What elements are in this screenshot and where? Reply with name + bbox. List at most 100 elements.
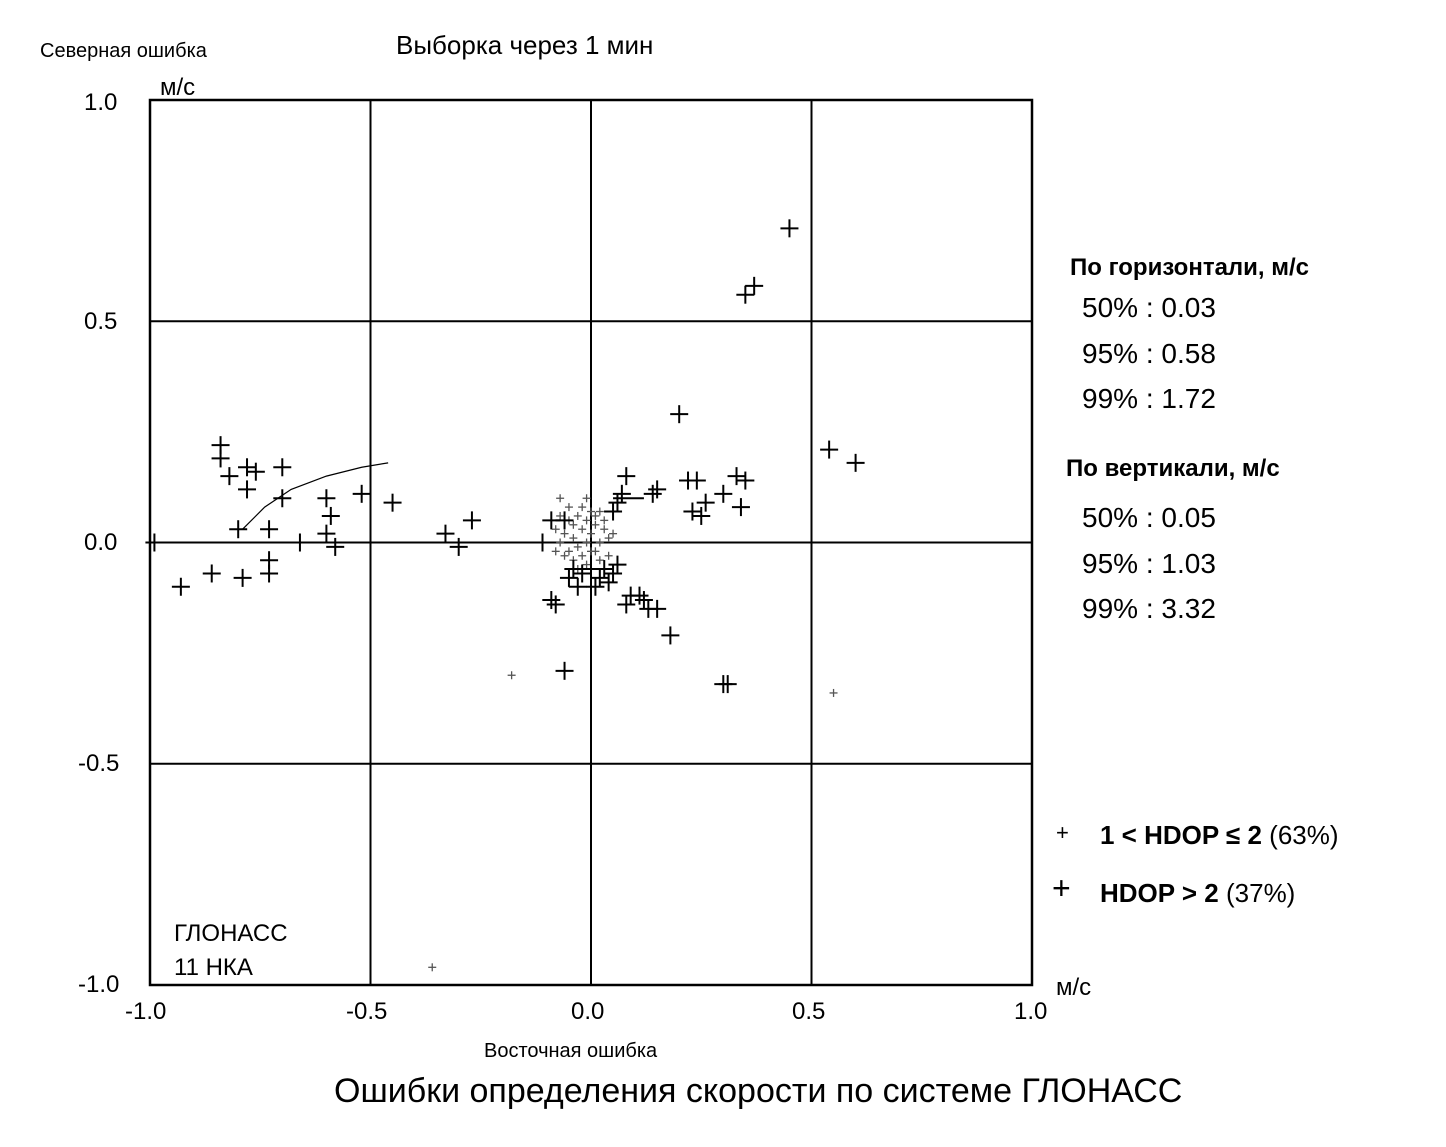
data-point-hdop-gt-2 [590,568,609,587]
data-point-hdop-gt-2 [604,564,623,583]
data-point-hdop-gt-2 [617,595,636,614]
stats-row: 50% : 0.03 [1082,292,1216,323]
data-point-hdop-gt-2 [718,675,737,694]
data-point-hdop-1-2 [507,671,516,680]
data-point-hdop-gt-2 [202,564,221,583]
stats-row: 95% : 1.03 [1082,548,1216,579]
data-point-hdop-gt-2 [595,560,614,579]
data-point-hdop-gt-2 [436,524,455,543]
data-point-hdop-gt-2 [260,551,279,570]
x-axis-unit: м/с [1056,974,1092,1001]
y-tick-label: 0.0 [84,529,118,556]
grid [148,98,1034,987]
data-point-hdop-1-2 [551,547,560,556]
data-point-hdop-1-2 [591,520,600,529]
data-point-hdop-gt-2 [211,449,230,468]
data-point-hdop-gt-2 [608,555,627,574]
data-point-hdop-gt-2 [352,484,371,503]
data-point-hdop-1-2 [560,529,569,538]
data-point-hdop-gt-2 [321,506,340,525]
data-point-hdop-gt-2 [714,484,733,503]
data-point-hdop-1-2 [604,534,613,543]
legend-marker-large-plus: + [1052,870,1071,906]
data-point-hdop-gt-2 [546,595,565,614]
satellite-count-label: 11 НКА [174,954,253,981]
data-point-hdop-gt-2 [648,480,667,499]
stats-row: 95% : 0.58 [1082,338,1216,369]
data-point-hdop-1-2 [578,551,587,560]
y-axis-unit: м/с [160,74,196,101]
data-point-hdop-1-2 [569,534,578,543]
data-point-hdop-gt-2 [731,498,750,517]
data-point-hdop-1-2 [564,547,573,556]
data-point-hdop-gt-2 [599,573,618,592]
data-points [145,219,865,972]
figure-caption: Ошибки определения скорости по системе Г… [334,1072,1183,1110]
data-point-hdop-gt-2 [171,577,190,596]
data-point-hdop-gt-2 [736,285,755,304]
legend-marker-small-plus: + [1056,820,1069,845]
data-point-hdop-gt-2 [573,564,592,583]
x-tick-label: -0.5 [346,998,388,1025]
data-point-hdop-gt-2 [586,577,605,596]
data-point-hdop-gt-2 [220,467,239,486]
data-point-hdop-gt-2 [555,511,574,530]
data-point-hdop-gt-2 [145,533,164,552]
data-point-hdop-1-2 [428,963,437,972]
data-point-hdop-gt-2 [630,586,649,605]
data-point-hdop-gt-2 [260,520,279,539]
legend-label-hdop-gt-2: HDOP > 2 (37%) [1100,878,1296,908]
x-tick-label: 0.0 [571,998,605,1025]
data-point-hdop-gt-2 [449,537,468,556]
vertical-stats-heading: По вертикали, м/с [1066,455,1280,482]
data-point-hdop-1-2 [582,538,591,547]
data-point-hdop-gt-2 [608,493,627,512]
data-point-hdop-1-2 [582,560,591,569]
legend-label-hdop-1-2: 1 < HDOP ≤ 2 (63%) [1100,820,1339,850]
data-point-hdop-1-2 [595,556,604,565]
data-point-hdop-gt-2 [238,458,257,477]
data-point-hdop-1-2 [556,538,565,547]
trend-curve [242,462,644,530]
data-point-hdop-gt-2 [604,502,623,521]
data-point-hdop-gt-2 [780,219,799,238]
data-point-hdop-gt-2 [634,591,653,610]
y-axis-label: Северная ошибка [40,40,207,62]
data-point-hdop-1-2 [560,551,569,560]
stats-row: 50% : 0.05 [1082,502,1216,533]
data-point-hdop-gt-2 [317,524,336,543]
data-point-hdop-gt-2 [696,493,715,512]
data-point-hdop-1-2 [595,538,604,547]
stats-row: 99% : 1.72 [1082,383,1216,414]
data-point-hdop-1-2 [578,525,587,534]
data-point-hdop-1-2 [569,520,578,529]
data-point-hdop-gt-2 [555,661,574,680]
data-point-hdop-gt-2 [233,568,252,587]
data-point-hdop-gt-2 [317,489,336,508]
x-tick-label: -1.0 [125,998,167,1025]
data-point-hdop-gt-2 [246,462,265,481]
data-point-hdop-1-2 [600,525,609,534]
data-point-hdop-gt-2 [648,599,667,618]
data-point-hdop-1-2 [587,529,595,538]
data-point-hdop-1-2 [578,503,587,512]
data-point-hdop-gt-2 [617,467,636,486]
data-point-hdop-gt-2 [643,484,662,503]
data-point-hdop-1-2 [582,516,591,525]
data-point-hdop-1-2 [600,516,609,525]
data-point-hdop-1-2 [573,542,582,551]
data-point-hdop-gt-2 [820,440,839,459]
data-point-hdop-gt-2 [273,458,292,477]
data-point-hdop-gt-2 [238,480,257,499]
data-point-hdop-gt-2 [542,591,561,610]
data-point-hdop-gt-2 [846,453,865,472]
data-point-hdop-1-2 [595,507,604,516]
data-point-hdop-gt-2 [568,577,587,596]
x-tick-label: 1.0 [1014,998,1048,1025]
data-point-hdop-1-2 [609,529,618,538]
chart-title: Выборка через 1 мин [396,30,654,60]
data-point-hdop-gt-2 [692,506,711,525]
y-tick-label: -0.5 [78,750,120,777]
data-point-hdop-gt-2 [683,502,702,521]
